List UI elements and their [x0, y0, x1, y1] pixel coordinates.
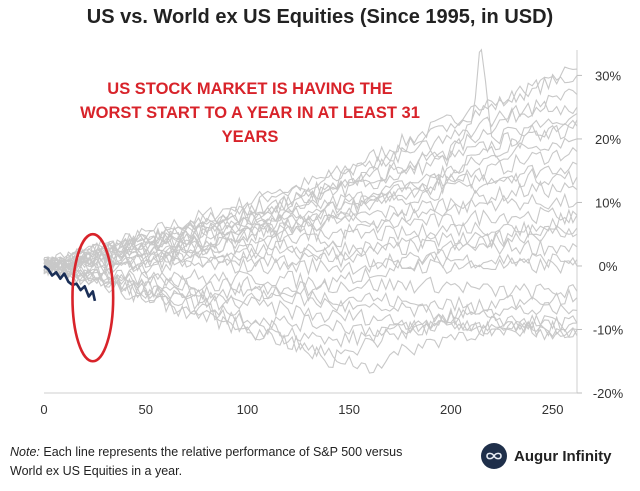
x-tick-label: 100: [237, 402, 259, 417]
background-series-line: [43, 262, 578, 301]
annotation-line-3: YEARS: [221, 128, 279, 146]
line-chart: 30% 20% 10% 0% -10% -20% 0 50 100 150 200 250: [40, 48, 624, 417]
x-tick-label: 150: [338, 402, 360, 417]
background-series-group: [43, 48, 578, 374]
y-tick-label: 10%: [595, 195, 621, 210]
background-series-line: [43, 250, 578, 276]
annotation-line-2: WORST START TO A YEAR IN AT LEAST 31: [80, 104, 420, 122]
note-label: Note:: [10, 445, 40, 459]
background-series-line: [43, 258, 578, 319]
brand: Augur Infinity: [481, 442, 612, 470]
x-tick-label: 0: [40, 402, 47, 417]
y-tick-label: -20%: [593, 386, 624, 401]
chart-note: Note: Each line represents the relative …: [10, 443, 410, 481]
background-series-line: [43, 66, 578, 273]
background-series-line: [43, 259, 578, 368]
x-tick-label: 200: [440, 402, 462, 417]
background-series-line: [43, 206, 578, 267]
y-axis: 30% 20% 10% 0% -10% -20%: [576, 50, 624, 401]
highlight-series-group: [43, 264, 97, 302]
y-tick-label: 0%: [599, 259, 618, 274]
highlight-series-line: [43, 264, 97, 302]
background-series-line: [43, 258, 578, 348]
note-text: Each line represents the relative perfor…: [10, 445, 403, 478]
brand-name: Augur Infinity: [514, 447, 612, 465]
y-tick-label: 20%: [595, 132, 621, 147]
chart-title: US vs. World ex US Equities (Since 1995,…: [86, 6, 554, 28]
background-series-line: [43, 262, 578, 374]
annotation-line-1: US STOCK MARKET IS HAVING THE: [107, 80, 393, 98]
x-axis: 0 50 100 150 200 250: [40, 392, 577, 417]
x-tick-label: 250: [542, 402, 564, 417]
highlight-ellipse: [71, 232, 115, 363]
x-tick-label: 50: [138, 402, 152, 417]
chart-annotation: US STOCK MARKET IS HAVING THE WORST STAR…: [78, 77, 422, 149]
background-series-line: [43, 192, 578, 271]
background-series-line: [43, 48, 578, 271]
y-tick-label: -10%: [593, 322, 624, 337]
background-series-line: [43, 208, 578, 311]
background-series-line: [43, 258, 578, 339]
background-series-line: [43, 119, 578, 280]
y-tick-label: 30%: [595, 68, 621, 83]
infinity-icon: [481, 443, 507, 469]
